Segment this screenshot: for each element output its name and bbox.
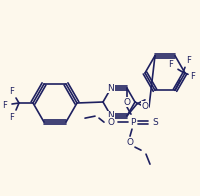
Text: F: F: [10, 86, 14, 95]
Text: S: S: [151, 118, 157, 127]
Text: O: O: [141, 102, 148, 111]
Text: N: N: [107, 84, 114, 93]
Text: F: F: [186, 56, 190, 65]
Text: F: F: [10, 113, 14, 122]
Text: N: N: [107, 111, 114, 120]
Text: F: F: [168, 60, 173, 69]
Text: F: F: [3, 101, 7, 110]
Text: F: F: [190, 72, 194, 81]
Text: O: O: [123, 98, 130, 107]
Text: O: O: [107, 118, 114, 127]
Text: O: O: [126, 138, 133, 147]
Text: P: P: [130, 118, 135, 127]
